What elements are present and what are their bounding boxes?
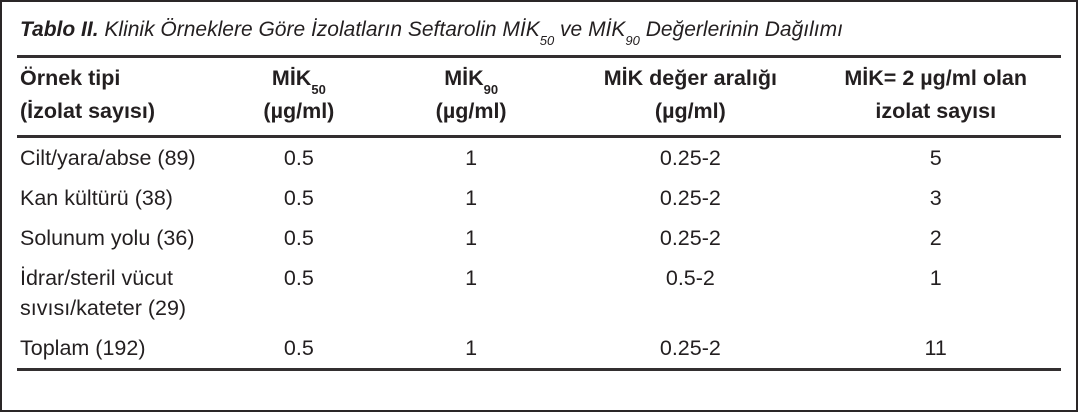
header-sample-type-line1: Örnek tipi xyxy=(20,66,121,90)
header-mic90-line1: MİK90 xyxy=(372,62,570,98)
cell-mic50: 0.5 xyxy=(283,226,314,250)
table-row: Solunum yolu (36) 0.5 1 0.25-2 2 xyxy=(17,218,1061,258)
header-mic90-unit: (µg/ml) xyxy=(435,99,507,123)
header-mic-range-line2: (µg/ml) xyxy=(654,99,726,123)
mic-distribution-table: Örnek tipi (İzolat sayısı) MİK50 (µg/ml)… xyxy=(17,55,1061,371)
cell-isolates-mic2: 3 xyxy=(929,186,942,210)
table-title-text-1: Klinik Örneklere Göre İzolatların Seftar… xyxy=(98,18,540,41)
cell-sample-type: İdrar/steril vücut sıvısı/kateter (29) xyxy=(20,266,187,320)
column-header-mic-range: MİK değer aralığı (µg/ml) xyxy=(570,56,811,138)
column-header-isolates-mic2: MİK= 2 µg/ml olan izolat sayısı xyxy=(810,56,1061,138)
cell-mic-range: 0.25-2 xyxy=(659,146,721,170)
cell-mic90: 1 xyxy=(465,226,478,250)
cell-sample-type: Solunum yolu (36) xyxy=(20,226,195,250)
cell-mic90: 1 xyxy=(465,146,478,170)
header-mic50-sub: 50 xyxy=(311,82,326,98)
cell-mic-range: 0.25-2 xyxy=(659,336,721,360)
table-title-text-3: Değerlerinin Dağılımı xyxy=(639,18,843,41)
cell-mic50: 0.5 xyxy=(283,186,314,210)
cell-isolates-mic2: 1 xyxy=(929,266,942,290)
table-content: Tablo II. Klinik Örneklere Göre İzolatla… xyxy=(2,2,1076,371)
table-title-sub-50: 50 xyxy=(539,33,555,49)
cell-sample-type: Toplam (192) xyxy=(20,336,146,360)
table-title: Tablo II. Klinik Örneklere Göre İzolatla… xyxy=(17,2,1061,55)
header-mic-range-line1: MİK değer aralığı xyxy=(603,66,777,90)
table-body: Cilt/yara/abse (89) 0.5 1 0.25-2 5 Kan k… xyxy=(17,137,1061,370)
cell-mic-range: 0.5-2 xyxy=(665,266,715,290)
cell-isolates-mic2: 2 xyxy=(929,226,942,250)
header-mic50-base: MİK xyxy=(271,66,312,90)
header-mic50-unit: (µg/ml) xyxy=(263,99,335,123)
column-header-mic90: MİK90 (µg/ml) xyxy=(371,56,571,138)
header-mic50-line1: MİK50 xyxy=(226,62,372,98)
cell-mic90: 1 xyxy=(465,186,478,210)
table-title-label: Tablo II. xyxy=(20,18,99,41)
cell-isolates-mic2: 5 xyxy=(929,146,942,170)
table-row: Kan kültürü (38) 0.5 1 0.25-2 3 xyxy=(17,178,1061,218)
cell-sample-type: Kan kültürü (38) xyxy=(20,186,173,210)
table-row: Cilt/yara/abse (89) 0.5 1 0.25-2 5 xyxy=(17,137,1061,179)
table-row: İdrar/steril vücut sıvısı/kateter (29) 0… xyxy=(17,258,1061,328)
header-isolates-mic2-line1: MİK= 2 µg/ml olan xyxy=(844,66,1028,90)
cell-mic90: 1 xyxy=(465,266,478,290)
header-row: Örnek tipi (İzolat sayısı) MİK50 (µg/ml)… xyxy=(17,56,1061,138)
header-isolates-mic2-line2: izolat sayısı xyxy=(875,99,997,123)
cell-sample-type: Cilt/yara/abse (89) xyxy=(20,146,196,170)
header-mic90-base: MİK xyxy=(444,66,484,90)
cell-mic-range: 0.25-2 xyxy=(659,186,721,210)
cell-mic90: 1 xyxy=(465,336,478,360)
header-sample-type-line2: (İzolat sayısı) xyxy=(20,99,156,123)
table-title-sub-90: 90 xyxy=(625,33,640,49)
cell-mic-range: 0.25-2 xyxy=(659,226,721,250)
column-header-mic50: MİK50 (µg/ml) xyxy=(225,56,372,138)
header-mic90-sub: 90 xyxy=(483,82,499,98)
table-header: Örnek tipi (İzolat sayısı) MİK50 (µg/ml)… xyxy=(17,56,1061,138)
table-title-text-2: ve MİK xyxy=(554,18,626,41)
cell-mic50: 0.5 xyxy=(283,266,314,290)
table-row: Toplam (192) 0.5 1 0.25-2 11 xyxy=(17,328,1061,370)
cell-isolates-mic2: 11 xyxy=(924,336,947,360)
cell-mic50: 0.5 xyxy=(283,336,314,360)
column-header-sample-type: Örnek tipi (İzolat sayısı) xyxy=(17,56,226,138)
cell-mic50: 0.5 xyxy=(283,146,314,170)
